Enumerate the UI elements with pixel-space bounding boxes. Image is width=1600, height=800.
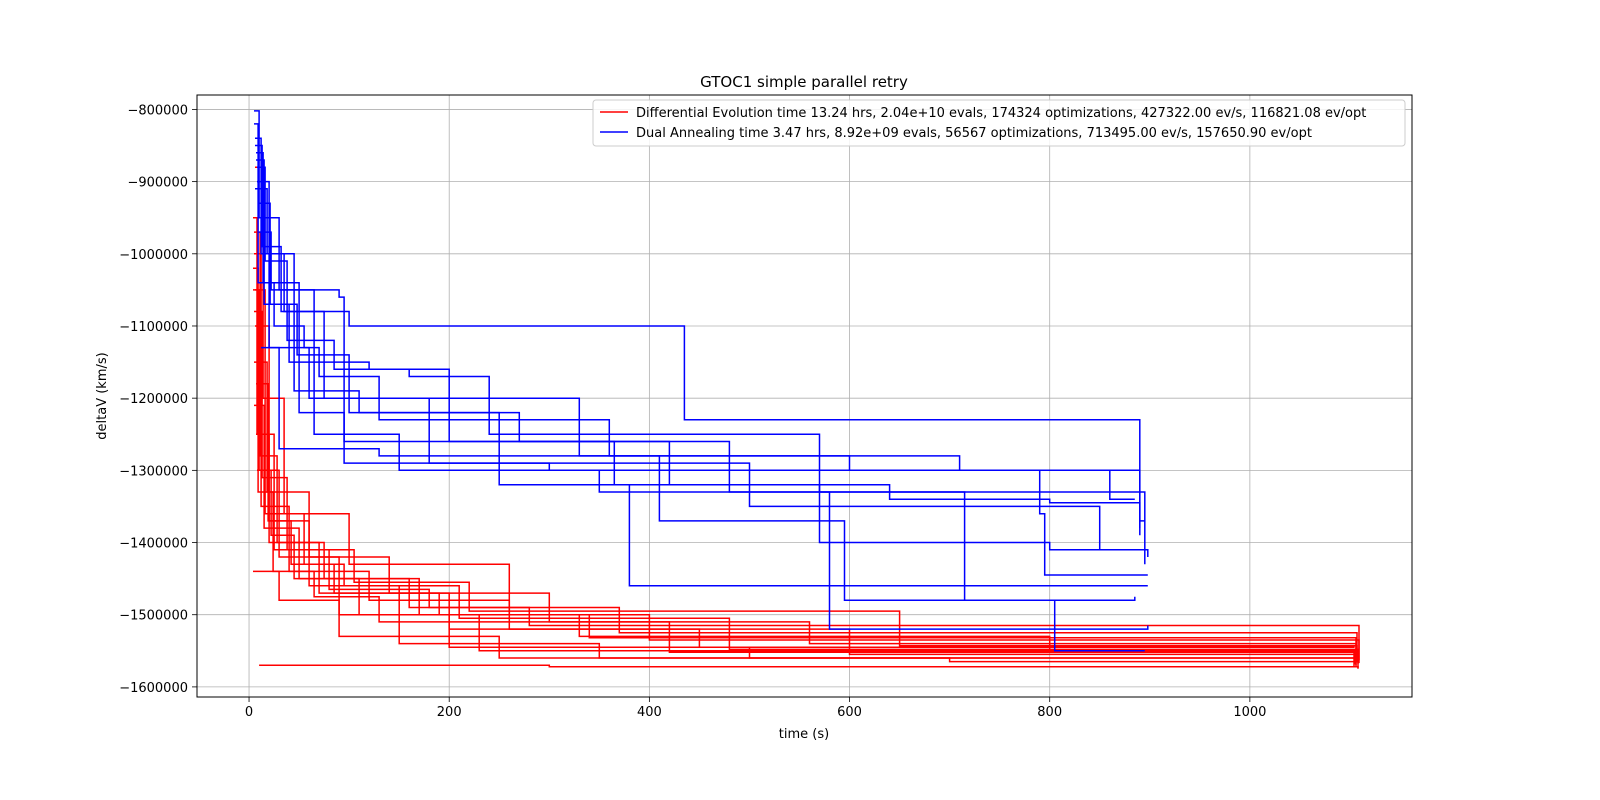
series-0 bbox=[253, 166, 1360, 669]
series-line bbox=[254, 361, 1357, 666]
ticks: 0 200 400 600 800 1000 −800000 −900000 −1000000 −… bbox=[119, 103, 1266, 720]
legend-label-da: Dual Annealing time 3.47 hrs, 8.92e+09 e… bbox=[636, 126, 1312, 141]
y-tick-label: −1300000 bbox=[119, 464, 188, 479]
series-line bbox=[255, 144, 1149, 557]
series-1 bbox=[254, 110, 1149, 652]
y-tick-label: −1500000 bbox=[119, 609, 188, 624]
series-line bbox=[256, 433, 1358, 663]
legend-label-de: Differential Evolution time 13.24 hrs, 2… bbox=[636, 106, 1366, 121]
legend: Differential Evolution time 13.24 hrs, 2… bbox=[592, 99, 1406, 147]
plot-frame bbox=[196, 94, 1413, 698]
series-line bbox=[259, 231, 1145, 652]
series-line bbox=[255, 188, 1148, 587]
series-line bbox=[253, 570, 1359, 669]
series-line bbox=[254, 253, 1356, 658]
x-tick-label: 200 bbox=[437, 705, 462, 720]
x-tick-label: 400 bbox=[637, 705, 662, 720]
y-tick-label: −1400000 bbox=[119, 537, 188, 552]
y-axis-label: deltaV (km/s) bbox=[95, 352, 110, 439]
x-axis-label: time (s) bbox=[779, 727, 829, 742]
chart-title: GTOC1 simple parallel retry bbox=[700, 73, 908, 91]
y-tick-label: −1600000 bbox=[119, 681, 188, 696]
series-line bbox=[259, 664, 1359, 669]
series-line bbox=[255, 137, 1145, 522]
y-tick-label: −1000000 bbox=[119, 248, 188, 263]
y-tick-label: −800000 bbox=[127, 103, 188, 118]
series-line bbox=[257, 166, 1141, 536]
series-line bbox=[256, 382, 1357, 657]
y-tick-label: −1200000 bbox=[119, 392, 188, 407]
series-line bbox=[254, 123, 1146, 565]
x-tick-label: 1000 bbox=[1233, 705, 1266, 720]
series-line bbox=[254, 404, 1358, 655]
series-line bbox=[256, 151, 1136, 602]
x-tick-label: 0 bbox=[245, 705, 253, 720]
series-line bbox=[254, 310, 1358, 661]
series-line bbox=[261, 346, 1148, 576]
series-line bbox=[256, 159, 1148, 551]
x-tick-label: 800 bbox=[1037, 705, 1062, 720]
series-line bbox=[257, 469, 1356, 665]
y-tick-label: −1100000 bbox=[119, 320, 188, 335]
series-line bbox=[254, 231, 1360, 664]
series-line bbox=[255, 289, 1359, 660]
y-tick-label: −900000 bbox=[127, 176, 188, 191]
series-line bbox=[253, 267, 1355, 666]
series-line bbox=[257, 180, 1141, 529]
series-line bbox=[255, 166, 1360, 661]
legend-box bbox=[592, 99, 1406, 147]
series-line bbox=[258, 202, 1149, 630]
x-tick-label: 600 bbox=[837, 705, 862, 720]
series-layer bbox=[253, 110, 1360, 669]
